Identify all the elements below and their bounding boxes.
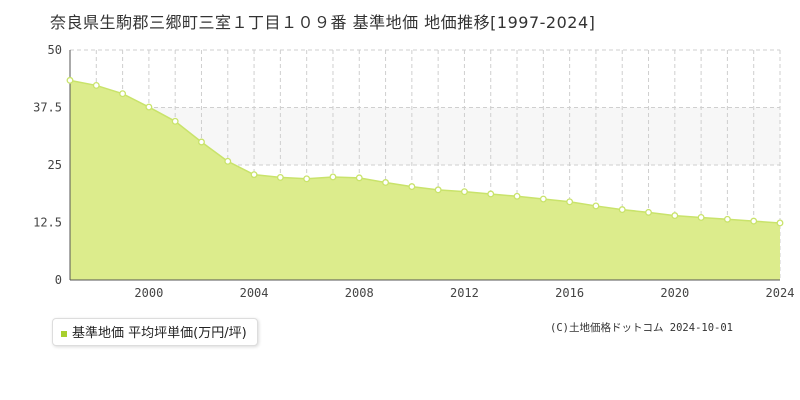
x-tick-label: 2024	[766, 286, 795, 300]
data-point	[434, 186, 442, 194]
data-point	[566, 198, 574, 206]
data-point	[539, 195, 547, 203]
y-tick-label: 0	[55, 273, 62, 287]
data-point	[303, 175, 311, 183]
legend-swatch	[61, 330, 67, 337]
data-point	[618, 206, 626, 214]
data-point	[276, 173, 284, 181]
data-point	[776, 219, 784, 227]
data-point	[250, 171, 258, 179]
y-tick-label: 37.5	[33, 101, 62, 115]
x-tick-label: 2020	[660, 286, 689, 300]
data-point	[592, 202, 600, 210]
chart-title: 奈良県生駒郡三郷町三室１丁目１０９番 基準地価 地価推移[1997-2024]	[50, 13, 596, 32]
data-point	[119, 90, 127, 98]
series-area	[70, 80, 780, 280]
legend: 基準地価 平均坪単価(万円/坪)	[52, 318, 258, 346]
series-line	[69, 79, 781, 224]
data-point	[697, 213, 705, 221]
x-tick-label: 2008	[345, 286, 374, 300]
data-point	[224, 157, 232, 165]
y-tick-label: 25	[48, 158, 62, 172]
x-tick-label: 2004	[240, 286, 269, 300]
x-tick-label: 2012	[450, 286, 479, 300]
data-point	[408, 183, 416, 191]
x-tick-label: 2016	[555, 286, 584, 300]
data-point	[671, 212, 679, 220]
y-tick-label: 50	[48, 43, 62, 57]
data-point	[487, 190, 495, 198]
data-point	[66, 76, 74, 84]
x-tick-label: 2000	[134, 286, 163, 300]
data-point	[513, 192, 521, 200]
data-point	[329, 173, 337, 181]
legend-label: 基準地価 平均坪単価(万円/坪)	[72, 326, 247, 341]
data-point	[382, 179, 390, 186]
data-point	[723, 215, 731, 223]
data-point	[171, 117, 179, 125]
copyright-text: (C)土地価格ドットコム 2024-10-01	[550, 322, 734, 334]
data-point	[645, 208, 652, 216]
data-point	[750, 217, 758, 225]
data-point	[145, 103, 153, 111]
data-point	[355, 174, 363, 182]
y-tick-label: 12.5	[33, 216, 62, 230]
data-point	[460, 188, 468, 196]
data-point	[92, 81, 100, 89]
data-point	[198, 138, 205, 146]
